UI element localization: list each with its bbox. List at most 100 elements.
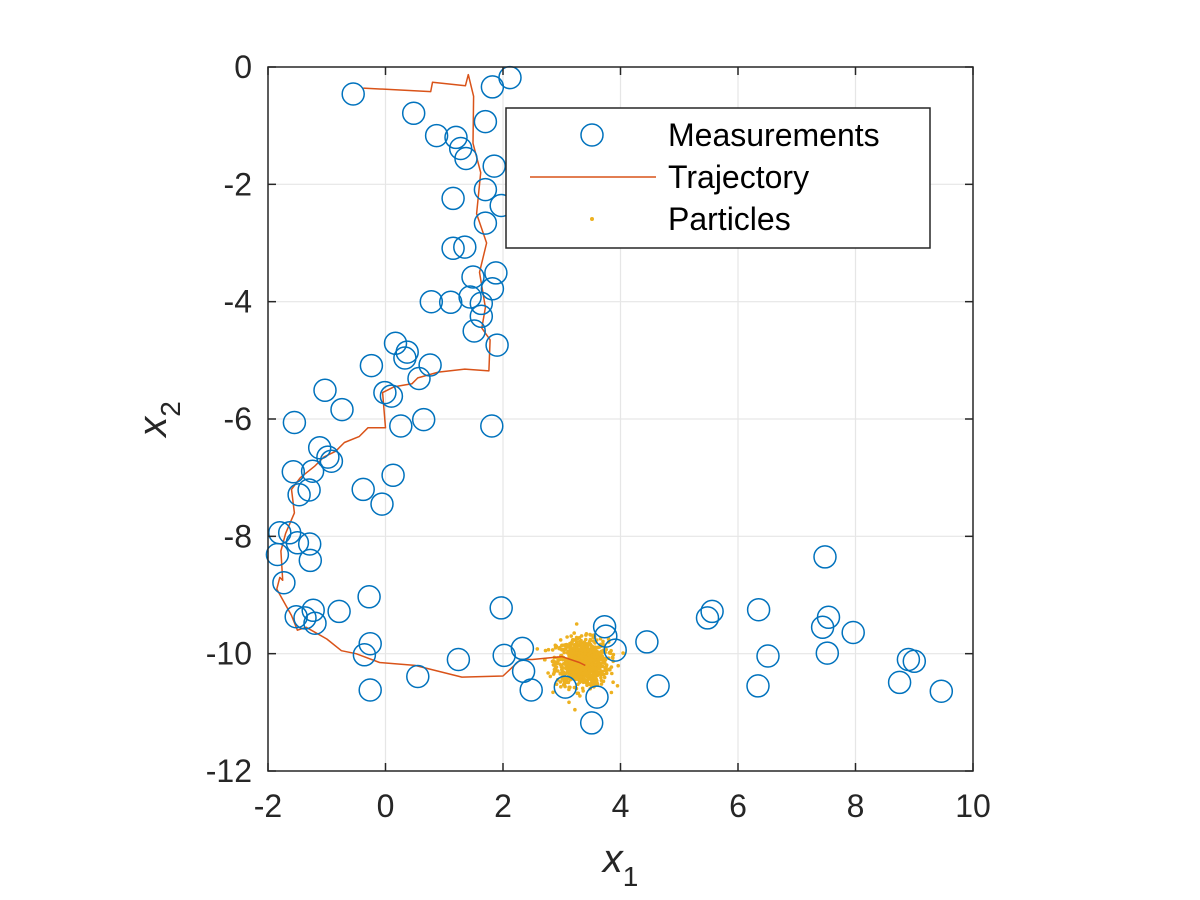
measurement-point: [473, 177, 498, 202]
particle-point: [589, 662, 594, 667]
particle-point: [564, 677, 569, 682]
measurement-point: [841, 620, 865, 645]
x-tick-labels: -2 0 2 4 6 8 10: [254, 788, 991, 824]
measurement-point: [406, 664, 430, 689]
measurement-point: [359, 353, 384, 378]
measurement-point: [902, 649, 927, 674]
particle-point: [543, 648, 548, 653]
legend-box: [505, 107, 931, 249]
measurement-point: [519, 678, 543, 702]
particle-point: [578, 666, 583, 671]
measurement-point: [646, 674, 670, 698]
particle-point: [591, 649, 596, 653]
particle-point: [584, 637, 588, 642]
particle-point: [548, 674, 553, 679]
particle-point: [563, 658, 568, 663]
particle-point: [589, 644, 594, 648]
particle-point: [609, 690, 614, 695]
measurement-point: [482, 154, 506, 178]
particle-point: [574, 638, 578, 643]
measurement-point: [492, 643, 516, 668]
particle-point: [581, 689, 585, 693]
particle-point: [587, 639, 592, 644]
measurement-point: [401, 101, 426, 126]
particle-point: [559, 685, 563, 689]
measurement-point: [393, 346, 417, 370]
measurement-point: [281, 460, 306, 484]
particle-point: [583, 671, 587, 676]
particle-point: [602, 661, 607, 665]
y-axis-label-main: x: [131, 415, 175, 439]
measurement-point: [480, 414, 504, 438]
particle-point: [577, 635, 582, 640]
particle-point: [564, 642, 568, 647]
particle-point: [583, 641, 587, 646]
measurement-point: [313, 378, 337, 403]
y-tick-label: -12: [206, 753, 252, 789]
particle-point: [597, 658, 601, 662]
particle-point: [567, 700, 571, 705]
particle-point: [558, 680, 563, 684]
measurement-point: [282, 410, 307, 435]
measurement-point: [327, 599, 351, 624]
particle-point: [616, 663, 620, 668]
particle-point: [593, 663, 597, 667]
measurement-point: [746, 674, 770, 698]
particle-point: [592, 655, 597, 660]
particle-point: [584, 647, 589, 651]
measurement-point: [462, 319, 486, 343]
measurement-point: [300, 459, 325, 483]
particle-point: [608, 668, 612, 672]
particle-point: [601, 639, 605, 644]
particle-point: [578, 694, 582, 698]
y-tick-label: 0: [234, 49, 252, 85]
measurement-point: [444, 125, 468, 150]
measurement-point: [469, 304, 494, 329]
y-tick-label: -10: [206, 636, 252, 672]
measurement-point: [929, 679, 954, 703]
x-axis-label-subscript: 1: [623, 861, 639, 892]
x-tick-label: 6: [729, 788, 747, 824]
measurement-point: [370, 492, 394, 516]
particle-point: [609, 665, 614, 669]
measurement-point: [815, 641, 840, 665]
particle-point: [588, 633, 593, 637]
particle-point: [586, 661, 591, 665]
particle-point: [550, 648, 555, 652]
particle-point: [597, 665, 602, 670]
particle-point: [564, 671, 568, 676]
x-tick-label: -2: [254, 788, 282, 824]
particle-point: [586, 643, 590, 647]
measurement-point: [579, 711, 604, 735]
measurement-point: [287, 482, 311, 507]
particle-point: [569, 634, 573, 638]
particle-point: [599, 678, 604, 683]
measurement-point: [284, 604, 308, 629]
particle-point: [553, 643, 558, 648]
legend-measurements-marker: [580, 123, 604, 147]
particle-point: [574, 622, 579, 626]
particle-point: [565, 666, 569, 671]
measurement-point: [297, 532, 322, 556]
measurement-point: [592, 614, 617, 639]
measurement-point: [473, 211, 498, 235]
measurement-point: [485, 333, 509, 357]
particle-point: [558, 671, 562, 676]
particle-point: [575, 691, 580, 696]
particle-point: [572, 631, 576, 635]
particle-point: [611, 656, 615, 660]
measurement-point: [441, 236, 465, 261]
particle-point: [553, 664, 558, 669]
particle-point: [571, 671, 576, 675]
measurement-point: [484, 261, 508, 285]
measurement-point: [453, 235, 477, 259]
particle-point: [580, 679, 585, 684]
particle-point: [609, 648, 613, 653]
particle-point: [560, 643, 564, 648]
measurement-point: [272, 570, 296, 595]
measurement-point: [307, 435, 332, 460]
measurement-point: [594, 624, 618, 648]
measurement-point: [438, 290, 463, 315]
y-tick-labels: 0 -2 -4 -6 -8 -10 -12: [206, 49, 252, 789]
y-tick-label: -2: [224, 166, 252, 202]
